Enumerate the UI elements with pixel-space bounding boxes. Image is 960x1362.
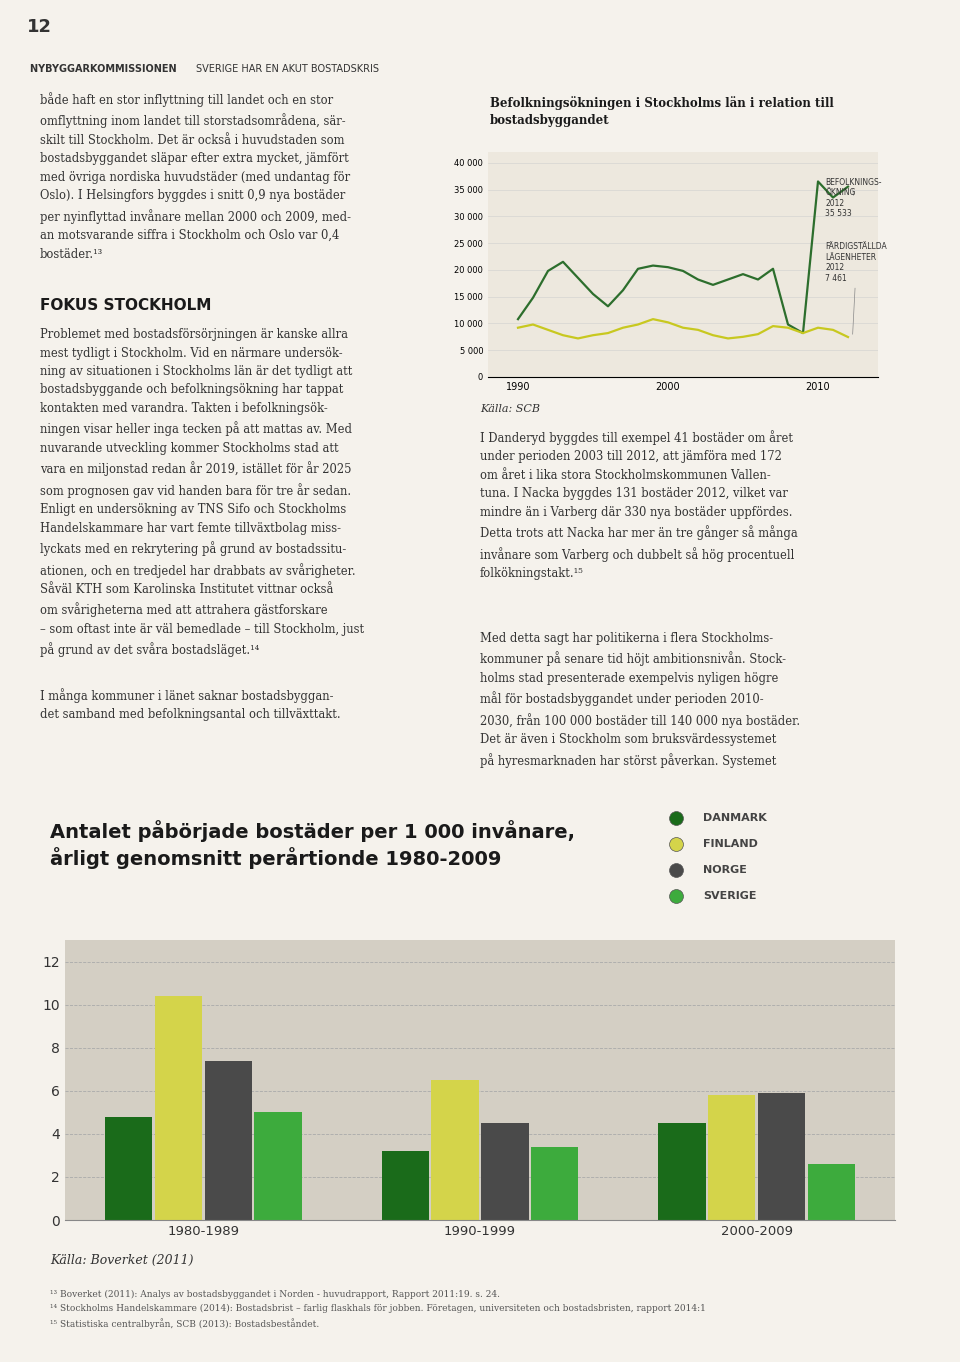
Text: FÄRDIGSTÄLLDA
LÄGENHETER
2012
7 461: FÄRDIGSTÄLLDA LÄGENHETER 2012 7 461 [826, 242, 887, 334]
Text: Källa: SCB: Källa: SCB [480, 405, 540, 414]
Text: I många kommuner i länet saknar bostadsbyggan-
det samband med befolkningsantal : I många kommuner i länet saknar bostadsb… [40, 688, 341, 722]
Bar [708, 1095, 756, 1220]
Text: 12: 12 [27, 19, 52, 37]
Text: Källa: Boverket (2011): Källa: Boverket (2011) [50, 1253, 194, 1267]
Bar [105, 1117, 153, 1220]
Text: NYBYGGARKOMMISSIONEN: NYBYGGARKOMMISSIONEN [30, 64, 180, 74]
Bar [659, 1124, 706, 1220]
Text: NORGE: NORGE [703, 865, 747, 874]
Bar [382, 1151, 429, 1220]
Text: I Danderyd byggdes till exempel 41 bostäder om året
under perioden 2003 till 201: I Danderyd byggdes till exempel 41 bostä… [480, 430, 798, 580]
Text: SVERIGE HAR EN AKUT BOSTADSKRIS: SVERIGE HAR EN AKUT BOSTADSKRIS [197, 64, 379, 74]
Bar [254, 1113, 301, 1220]
Text: Problemet med bostadsförsörjningen är kanske allra
mest tydligt i Stockholm. Vid: Problemet med bostadsförsörjningen är ka… [40, 328, 364, 658]
Text: Med detta sagt har politikerna i flera Stockholms-
kommuner på senare tid höjt a: Med detta sagt har politikerna i flera S… [480, 632, 800, 768]
Text: både haft en stor inflyttning till landet och en stor
omflyttning inom landet ti: både haft en stor inflyttning till lande… [40, 93, 351, 260]
Text: FINLAND: FINLAND [703, 839, 758, 849]
Text: Antalet påbörjade bostäder per 1 000 invånare,
årligt genomsnitt perårtionde 198: Antalet påbörjade bostäder per 1 000 inv… [50, 820, 575, 869]
Text: FOKUS STOCKHOLM: FOKUS STOCKHOLM [40, 297, 211, 312]
Bar [155, 996, 203, 1220]
Bar [204, 1061, 252, 1220]
Text: SVERIGE: SVERIGE [703, 891, 756, 902]
Text: Befolkningsökningen i Stockholms län i relation till
bostadsbyggandet: Befolkningsökningen i Stockholms län i r… [490, 95, 833, 127]
Bar [807, 1165, 855, 1220]
Bar [531, 1147, 578, 1220]
Text: BEFOLKNINGS-
ÖKNING
2012
35 533: BEFOLKNINGS- ÖKNING 2012 35 533 [826, 178, 882, 218]
Bar [431, 1080, 479, 1220]
Text: DANMARK: DANMARK [703, 813, 767, 823]
Bar [481, 1124, 529, 1220]
Bar [757, 1092, 805, 1220]
Text: ¹³ Boverket (2011): Analys av bostadsbyggandet i Norden - huvudrapport, Rapport : ¹³ Boverket (2011): Analys av bostadsbyg… [50, 1290, 706, 1328]
